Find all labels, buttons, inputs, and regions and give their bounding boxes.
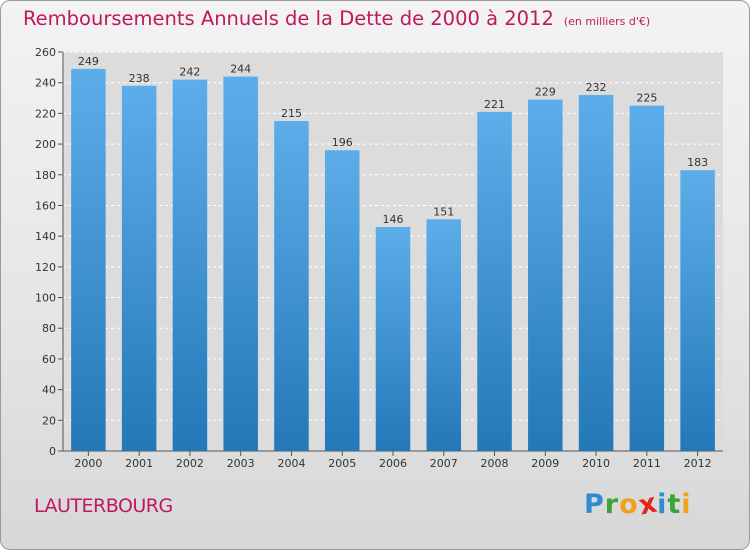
y-tick-label: 80 xyxy=(42,322,56,335)
x-tick-label: 2000 xyxy=(74,457,102,470)
bar-value-label: 215 xyxy=(281,107,302,120)
y-tick-label: 0 xyxy=(49,445,56,458)
y-tick-label: 260 xyxy=(35,46,56,59)
y-tick-label: 200 xyxy=(35,138,56,151)
y-tick-label: 100 xyxy=(35,292,56,305)
chart-unit: (en milliers d'€) xyxy=(563,15,651,28)
town-name: LAUTERBOURG xyxy=(34,495,173,517)
bar xyxy=(629,105,665,451)
logo-letter: i xyxy=(681,489,692,520)
bar xyxy=(223,76,258,452)
bar xyxy=(121,85,157,451)
bar-value-label: 221 xyxy=(484,98,505,111)
bar-value-label: 249 xyxy=(78,55,99,68)
chart-title: Remboursements Annuels de la Dette de 20… xyxy=(23,7,554,30)
logo-letter: r xyxy=(604,489,620,520)
x-tick-label: 2011 xyxy=(633,457,661,470)
x-tick-label: 2010 xyxy=(582,457,610,470)
y-tick-label: 180 xyxy=(35,169,56,182)
bar xyxy=(375,226,411,451)
x-tick-label: 2001 xyxy=(125,457,153,470)
logo-letter: o xyxy=(619,489,639,520)
bar-value-label: 238 xyxy=(129,72,150,85)
bar-value-label: 183 xyxy=(687,156,708,169)
y-tick-label: 140 xyxy=(35,230,56,243)
bar-value-label: 196 xyxy=(332,136,353,149)
y-tick-label: 20 xyxy=(42,414,56,427)
y-tick-label: 160 xyxy=(35,199,56,212)
y-tick-label: 240 xyxy=(35,77,56,90)
bar-value-label: 244 xyxy=(230,63,251,76)
bar xyxy=(477,111,512,451)
y-tick-label: 120 xyxy=(35,261,56,274)
y-tick-label: 40 xyxy=(42,384,56,397)
x-tick-label: 2005 xyxy=(328,457,356,470)
proxiti-logo: Proxiti xyxy=(584,487,692,521)
bar-value-label: 225 xyxy=(636,92,657,105)
x-tick-label: 2007 xyxy=(430,457,458,470)
bar xyxy=(528,99,563,452)
bar-value-label: 229 xyxy=(535,86,556,99)
x-tick-label: 2008 xyxy=(481,457,509,470)
x-tick-label: 2003 xyxy=(227,457,255,470)
x-tick-label: 2004 xyxy=(277,457,305,470)
bar xyxy=(274,121,309,452)
bar-value-label: 242 xyxy=(179,66,200,79)
logo-letter: i xyxy=(657,489,668,520)
x-tick-label: 2009 xyxy=(531,457,559,470)
bar xyxy=(578,94,614,451)
y-tick-label: 60 xyxy=(42,353,56,366)
bar xyxy=(680,170,715,451)
y-tick-label: 220 xyxy=(35,107,56,120)
x-tick-label: 2002 xyxy=(176,457,204,470)
x-tick-label: 2006 xyxy=(379,457,407,470)
chart-title-block: Remboursements Annuels de la Dette de 20… xyxy=(23,7,650,30)
logo-letter: t xyxy=(667,489,682,520)
bar xyxy=(324,150,360,451)
bar-value-label: 151 xyxy=(433,205,454,218)
logo-letter: P xyxy=(584,489,605,520)
bar xyxy=(426,219,462,451)
bar xyxy=(71,68,106,451)
bar-value-label: 146 xyxy=(383,213,404,226)
x-tick-label: 2012 xyxy=(684,457,712,470)
bar-value-label: 232 xyxy=(586,81,607,94)
bar xyxy=(172,79,208,451)
